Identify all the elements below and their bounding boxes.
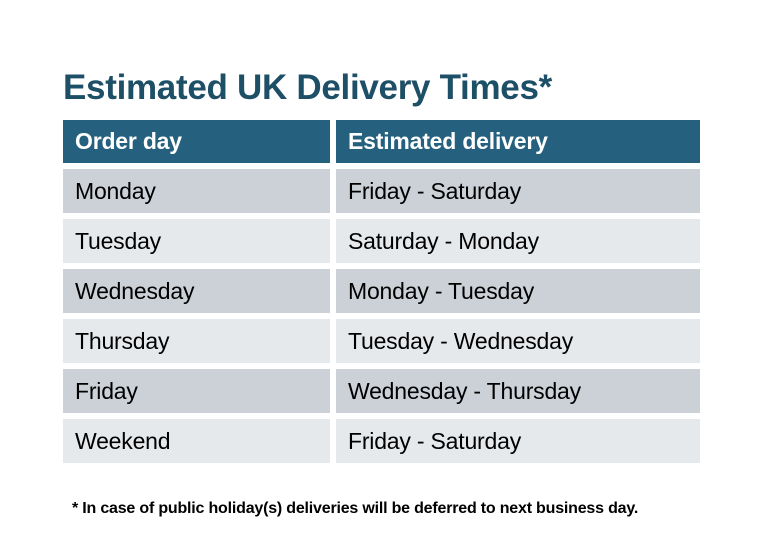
order-day-cell: Friday [63,369,330,413]
order-day-cell: Monday [63,169,330,213]
estimated-delivery-cell: Friday - Saturday [336,419,700,463]
delivery-times-table: Order day Estimated delivery Monday Frid… [63,120,700,463]
estimated-delivery-cell: Tuesday - Wednesday [336,319,700,363]
estimated-delivery-cell: Friday - Saturday [336,169,700,213]
page-title: Estimated UK Delivery Times* [63,68,552,108]
order-day-cell: Wednesday [63,269,330,313]
order-day-cell: Thursday [63,319,330,363]
estimated-delivery-cell: Wednesday - Thursday [336,369,700,413]
estimated-delivery-cell: Saturday - Monday [336,219,700,263]
column-header-order-day: Order day [63,120,330,163]
column-header-estimated-delivery: Estimated delivery [336,120,700,163]
order-day-cell: Weekend [63,419,330,463]
estimated-delivery-cell: Monday - Tuesday [336,269,700,313]
footnote: * In case of public holiday(s) deliverie… [72,500,639,517]
order-day-cell: Tuesday [63,219,330,263]
